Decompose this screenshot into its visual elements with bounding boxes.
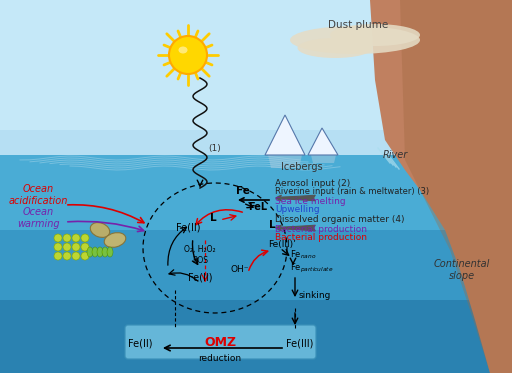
Circle shape xyxy=(54,252,62,260)
Text: Fe$_{particulate}$: Fe$_{particulate}$ xyxy=(290,261,333,275)
Text: Ocean
acidification: Ocean acidification xyxy=(8,184,68,206)
Text: Dissolved organic matter (4): Dissolved organic matter (4) xyxy=(275,216,404,225)
Text: Icebergs: Icebergs xyxy=(281,162,323,172)
Text: reduction: reduction xyxy=(199,354,242,363)
Polygon shape xyxy=(0,230,512,373)
Circle shape xyxy=(81,252,89,260)
Polygon shape xyxy=(400,0,512,373)
Text: OH⁻: OH⁻ xyxy=(231,266,249,275)
Ellipse shape xyxy=(92,247,98,257)
Text: O₂, H₂O₂
ROS: O₂, H₂O₂ ROS xyxy=(184,245,216,265)
Ellipse shape xyxy=(104,233,126,247)
Text: Ocean
warming: Ocean warming xyxy=(17,207,59,229)
Text: Dust plume: Dust plume xyxy=(328,20,388,30)
Text: L: L xyxy=(210,213,216,223)
Text: Fe(II): Fe(II) xyxy=(128,338,152,348)
Ellipse shape xyxy=(290,26,420,54)
Text: (1): (1) xyxy=(208,144,221,153)
Circle shape xyxy=(54,234,62,242)
Circle shape xyxy=(81,243,89,251)
Text: OMZ: OMZ xyxy=(204,335,236,348)
Polygon shape xyxy=(0,155,512,373)
Text: L: L xyxy=(269,220,275,230)
Text: River: River xyxy=(382,150,408,160)
Text: FeL: FeL xyxy=(248,202,268,212)
Polygon shape xyxy=(0,130,512,165)
Polygon shape xyxy=(0,0,512,160)
Circle shape xyxy=(63,243,71,251)
Circle shape xyxy=(54,243,62,251)
Text: Fe(II): Fe(II) xyxy=(176,223,200,233)
Ellipse shape xyxy=(97,247,103,257)
Polygon shape xyxy=(0,300,512,373)
Text: Fe(III)’: Fe(III)’ xyxy=(268,241,296,250)
Ellipse shape xyxy=(297,38,373,58)
Text: Aerosol input (2): Aerosol input (2) xyxy=(275,179,350,188)
Polygon shape xyxy=(311,155,336,163)
Text: Fe(II): Fe(II) xyxy=(188,273,212,283)
Circle shape xyxy=(72,243,80,251)
Ellipse shape xyxy=(330,24,420,46)
Ellipse shape xyxy=(87,247,93,257)
Circle shape xyxy=(169,36,207,74)
Text: Continental
slope: Continental slope xyxy=(434,259,490,281)
Circle shape xyxy=(72,234,80,242)
Ellipse shape xyxy=(90,223,110,237)
Circle shape xyxy=(63,252,71,260)
Circle shape xyxy=(72,252,80,260)
Text: Bacterial production: Bacterial production xyxy=(275,233,367,242)
Text: Fe: Fe xyxy=(236,186,250,196)
Ellipse shape xyxy=(102,247,108,257)
Polygon shape xyxy=(268,155,302,168)
Polygon shape xyxy=(265,115,305,155)
Circle shape xyxy=(63,234,71,242)
Text: Fe(III): Fe(III) xyxy=(286,338,314,348)
Text: Riverine input (rain & meltwater) (3): Riverine input (rain & meltwater) (3) xyxy=(275,188,429,197)
Ellipse shape xyxy=(107,247,113,257)
Circle shape xyxy=(81,234,89,242)
Text: Fe$_{nano}$: Fe$_{nano}$ xyxy=(290,249,316,261)
Text: Bacterial production: Bacterial production xyxy=(275,225,367,233)
Ellipse shape xyxy=(179,47,187,53)
FancyBboxPatch shape xyxy=(125,325,316,359)
Text: sinking: sinking xyxy=(299,291,331,300)
Text: Sea ice melting: Sea ice melting xyxy=(275,197,346,206)
Polygon shape xyxy=(308,128,338,155)
Polygon shape xyxy=(370,0,512,373)
Text: Upwelling: Upwelling xyxy=(275,206,319,214)
